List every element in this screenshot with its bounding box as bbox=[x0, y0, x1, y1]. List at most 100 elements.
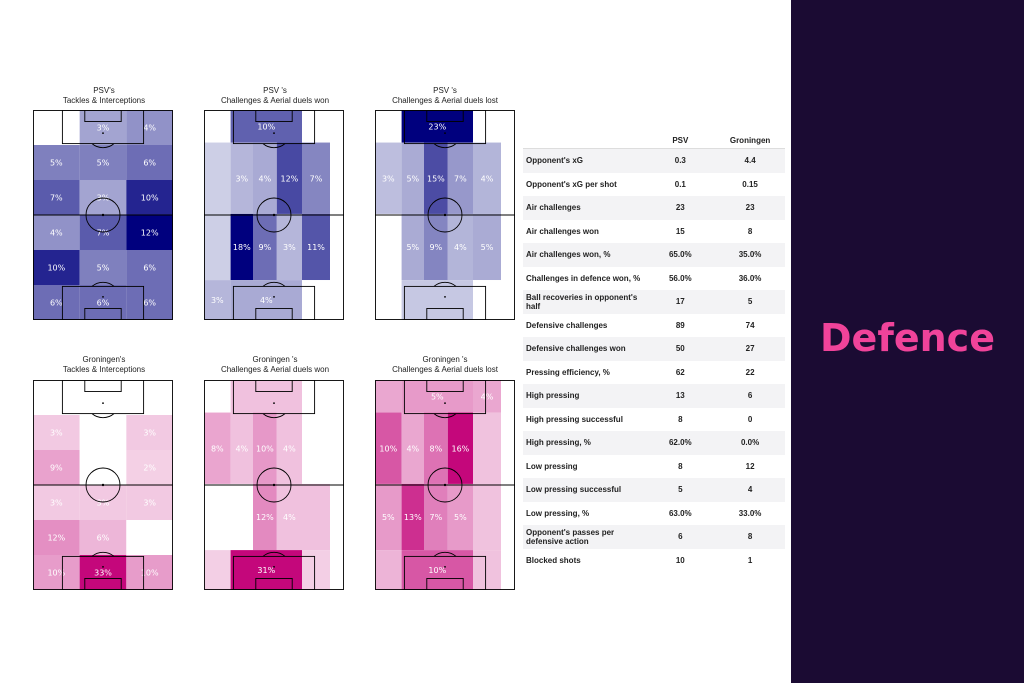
stats-metric-label: Opponent's passes per defensive action bbox=[523, 525, 646, 549]
centre-spot bbox=[443, 213, 447, 217]
centre-circle bbox=[85, 467, 121, 503]
stats-psv-value: 50 bbox=[645, 337, 716, 361]
penalty-spot bbox=[444, 296, 446, 298]
heatmap-cell bbox=[375, 110, 402, 143]
heatmap-cell bbox=[302, 213, 330, 281]
heatmap-cell-label: 7% bbox=[50, 194, 63, 203]
heatmap-cell bbox=[230, 412, 253, 484]
penalty-arc-bottom bbox=[433, 551, 457, 557]
heatmap-cell bbox=[401, 110, 473, 143]
penalty-arc-top bbox=[91, 413, 115, 419]
penalty-spot bbox=[102, 132, 104, 134]
heatmap-cell bbox=[230, 380, 302, 413]
heatmap-cell bbox=[447, 213, 473, 281]
heatmap-cell-label: 0% bbox=[211, 513, 224, 522]
centre-circle bbox=[85, 197, 121, 233]
stats-psv-value: 23 bbox=[645, 196, 716, 220]
heatmap-cell-label: 13% bbox=[404, 513, 422, 522]
heatmap-cell bbox=[447, 142, 473, 214]
heatmap-cell bbox=[126, 555, 173, 590]
heatmap-cell-label: 4% bbox=[283, 513, 296, 522]
penalty-box-top bbox=[61, 110, 145, 145]
heatmap-cell-label: 3% bbox=[97, 499, 110, 508]
heatmap-cell bbox=[33, 520, 80, 555]
penalty-spot bbox=[273, 132, 275, 134]
penalty-arc-bottom bbox=[262, 281, 286, 287]
heatmap-cell-label: 5% bbox=[97, 159, 110, 168]
penalty-spot bbox=[273, 296, 275, 298]
heatmap-cell bbox=[473, 380, 501, 413]
heatmap-cell bbox=[204, 213, 231, 281]
heatmap-cell bbox=[230, 213, 253, 281]
centre-spot bbox=[101, 483, 105, 487]
heatmap-cell bbox=[401, 483, 424, 551]
heatmap-cell-label: 0% bbox=[143, 534, 156, 543]
heatmap-cell bbox=[473, 142, 501, 214]
heatmap-cell bbox=[276, 213, 302, 281]
six-yard-box-top bbox=[84, 380, 122, 393]
penalty-spot bbox=[102, 296, 104, 298]
heatmap-cell-label: 0% bbox=[211, 392, 224, 401]
stats-row: Opponent's xG 0.3 4.4 bbox=[523, 148, 785, 173]
stats-psv-value: 62.0% bbox=[645, 431, 716, 455]
heatmap-cell bbox=[204, 380, 231, 413]
penalty-arc-top bbox=[433, 413, 457, 419]
heatmap-cell bbox=[79, 380, 127, 415]
stats-groningen-value: 12 bbox=[745, 461, 755, 471]
stats-groningen-value: 8 bbox=[715, 525, 785, 549]
heatmap-cell-label: 4% bbox=[454, 243, 467, 252]
heatmap-cell-label: 10% bbox=[141, 569, 159, 578]
penalty-arc-top bbox=[433, 143, 457, 149]
stats-psv-value: 63.0% bbox=[668, 508, 692, 518]
heatmap-cell-label: 6% bbox=[143, 159, 156, 168]
stats-metric-label: Opponent's xG per shot bbox=[526, 179, 617, 189]
heatmap-cell bbox=[126, 145, 173, 180]
stats-groningen-value: 36.0% bbox=[738, 273, 762, 283]
heatmap-cell-label: 4% bbox=[260, 296, 273, 305]
heatmap-cell-label: 4% bbox=[143, 124, 156, 133]
heatmap-cell-label: 5% bbox=[50, 159, 63, 168]
heatmap-cell-label: 3% bbox=[235, 174, 248, 183]
stats-groningen-value: 0.15 bbox=[742, 179, 758, 189]
stats-row: Air challenges 23 23 bbox=[523, 196, 785, 220]
heatmap-cell bbox=[276, 142, 302, 214]
centre-spot bbox=[443, 483, 447, 487]
heatmap-cell bbox=[375, 280, 402, 320]
penalty-spot bbox=[102, 566, 104, 568]
heatmap-cell bbox=[375, 550, 402, 590]
heatmap-cell bbox=[79, 415, 127, 450]
centre-circle bbox=[256, 467, 292, 503]
heatmap-cell-label: 4% bbox=[481, 174, 494, 183]
heatmap-cell bbox=[424, 483, 448, 551]
stats-groningen-value: 5 bbox=[715, 290, 785, 314]
stats-groningen-value: 23 bbox=[715, 196, 785, 220]
stats-metric-label: Air challenges won bbox=[526, 226, 599, 236]
heatmap-cell-label: 12% bbox=[281, 174, 299, 183]
stats-psv-value: 65.0% bbox=[645, 243, 716, 267]
chart-title-psv-tackles: PSV's Tackles & Interceptions bbox=[62, 86, 146, 105]
stats-row: Low pressing 8 12 bbox=[523, 455, 785, 479]
penalty-box-top bbox=[403, 110, 487, 145]
heatmap-cell bbox=[375, 412, 402, 484]
heatmap-cell-label: 3% bbox=[283, 243, 296, 252]
stats-header-row: PSV Groningen bbox=[523, 132, 785, 149]
stats-psv-value: 8 bbox=[678, 414, 683, 424]
centre-circle bbox=[427, 467, 463, 503]
stats-metric-label: Defensive challenges won bbox=[523, 337, 646, 361]
stats-row: High pressing 13 6 bbox=[523, 384, 785, 408]
heatmap-cell bbox=[126, 485, 173, 520]
heatmap-cell bbox=[79, 110, 127, 145]
heatmap-cell-label: 10% bbox=[141, 194, 159, 203]
stats-row: High pressing successful 8 0 bbox=[523, 408, 785, 432]
heatmap-cell bbox=[230, 142, 253, 214]
heatmap-cell-label: 0% bbox=[50, 394, 63, 403]
heatmap-cell-label: 6% bbox=[143, 264, 156, 273]
penalty-arc-bottom bbox=[91, 281, 115, 287]
penalty-box-top bbox=[61, 380, 145, 415]
stats-metric-label: Air challenges won, % bbox=[523, 243, 646, 267]
stats-row: Air challenges won, % 65.0% 35.0% bbox=[523, 243, 785, 267]
heatmap-cell bbox=[33, 285, 80, 320]
stats-header-groningen: Groningen bbox=[729, 135, 771, 145]
penalty-spot bbox=[273, 566, 275, 568]
chart-title-psv-duels-won: PSV 's Challenges & Aerial duels won bbox=[220, 86, 330, 105]
